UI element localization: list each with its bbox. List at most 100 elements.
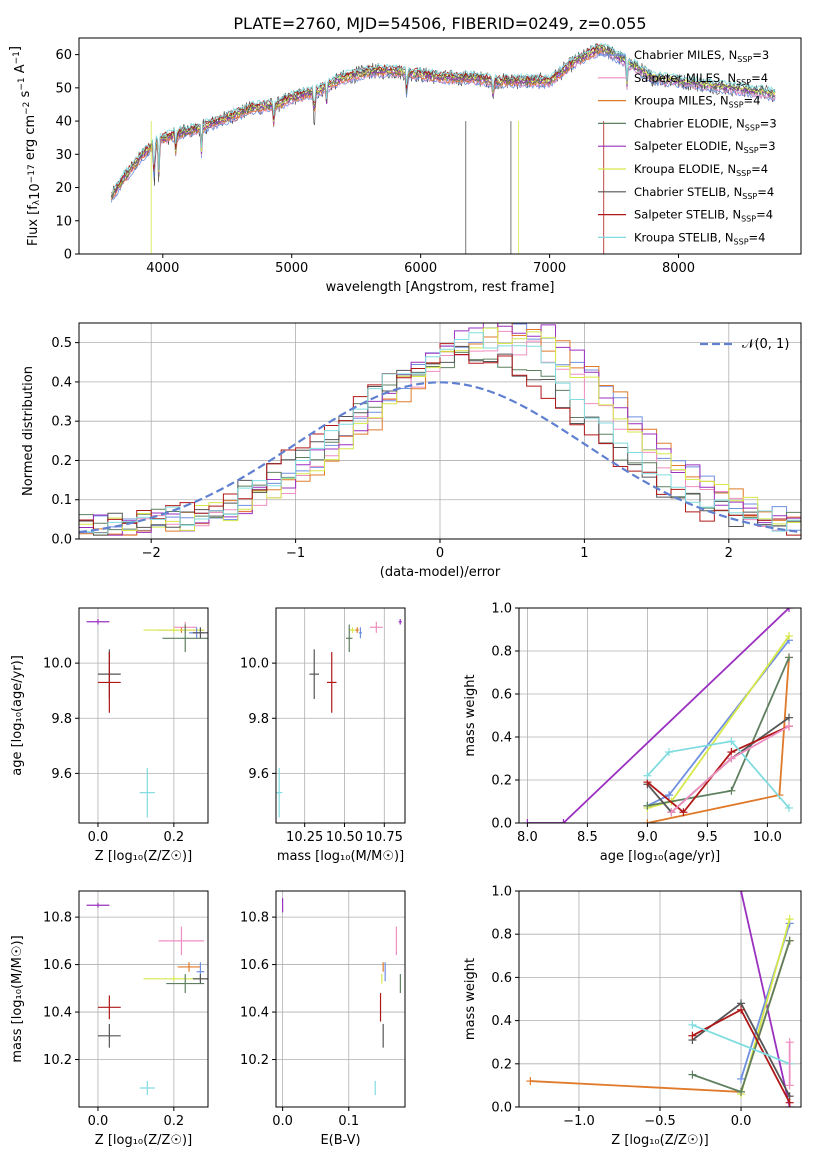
legend-n: =4	[757, 185, 774, 199]
legend-entry: Chabrier STELIB, NSSP=4	[634, 185, 774, 201]
x-tick-label: 9.0	[637, 830, 658, 845]
legend-entry: Kroupa STELIB, NSSP=4	[634, 230, 765, 246]
legend-entry: Salpeter ELODIE, NSSP=3	[634, 139, 776, 155]
y-tick-label: 10.4	[43, 1006, 72, 1021]
y-tick-label: 1.0	[491, 602, 512, 617]
x-axis-label: (data-model)/error	[380, 565, 501, 580]
y-axis-label-part: λ	[32, 199, 42, 205]
y-tick-label: 1.0	[491, 885, 512, 900]
x-axis-label: mass [log₁₀(M/M☉)]	[277, 849, 404, 864]
y-axis-label: Normed distribution	[21, 366, 36, 496]
y-axis-label-part: −17	[27, 164, 37, 183]
x-tick-label: 8000	[662, 261, 695, 276]
legend-n: =3	[752, 48, 769, 62]
x-axis-label: age [log₁₀(age/yr)]	[600, 849, 721, 864]
y-tick-label: 0	[64, 248, 72, 263]
y-tick-label: 20	[55, 181, 72, 196]
y-tick-label: 0.2	[491, 774, 512, 789]
legend-label: Salpeter ELODIE, N	[634, 139, 744, 153]
x-tick-label: 0.2	[164, 1114, 185, 1129]
x-tick-label: −2	[142, 546, 161, 561]
x-tick-label: 0	[436, 546, 444, 561]
y-tick-label: 10.0	[240, 657, 269, 672]
y-tick-label: 10.2	[43, 1053, 72, 1068]
weight-series-line	[646, 725, 790, 814]
scatter-points	[86, 902, 208, 1096]
observed-spectrum	[110, 43, 776, 200]
legend-label: Chabrier STELIB, N	[634, 185, 742, 199]
x-tick-label: 0.1	[338, 1114, 359, 1129]
scatter-points	[282, 898, 401, 1096]
legend-entry: Chabrier ELODIE, NSSP=3	[634, 116, 777, 132]
panel-massweight_vs_age: 8.0 8.5 9.0 9.5 10.0 0.0 0.2 0.4 0.6 0.8 1.0 age [l…	[463, 602, 802, 864]
x-tick-label: 5000	[275, 261, 308, 276]
y-tick-label: 10.8	[43, 911, 72, 926]
legend-label: Kroupa ELODIE, N	[634, 162, 736, 176]
y-axis-label-part: A	[13, 64, 28, 77]
y-axis-label: mass weight	[463, 958, 478, 1040]
panel-residuals: −2 −1 0 1 2 0.0 0.1 0.2 0.3 0.4 0.5 (data-model)/er…	[21, 322, 802, 580]
x-tick-label: 4000	[146, 261, 179, 276]
normal-curve	[79, 381, 801, 534]
panel-spectrum: 4000 5000 6000 7000 8000 0 10 20 30 40 50 60 wavelen…	[8, 37, 802, 295]
y-axis-label-part: erg cm	[23, 115, 38, 164]
scatter-points	[86, 619, 208, 818]
y-axis-label-part: −2	[22, 102, 32, 115]
x-tick-label: 0.0	[88, 830, 109, 845]
x-tick-label: −1.0	[563, 1114, 595, 1129]
legend-entry: Salpeter MILES, NSSP=4	[634, 71, 768, 87]
legend-sub: SSP	[744, 146, 759, 155]
x-axis-label: Z [log₁₀(Z/Z☉)]	[95, 849, 192, 864]
weight-series-line	[527, 608, 790, 823]
y-tick-label: 10.6	[43, 958, 72, 973]
y-tick-label: 10	[55, 214, 72, 229]
x-axis-label: E(B-V)	[320, 1133, 360, 1148]
x-tick-label: 10.75	[366, 830, 403, 845]
legend-label: Kroupa MILES, N	[634, 94, 729, 108]
y-axis-label-part: Flux [f	[26, 205, 41, 246]
residual-histogram	[79, 332, 801, 539]
weight-lines	[526, 891, 794, 1107]
y-tick-label: 0.6	[491, 971, 512, 986]
model-spectrum	[110, 51, 776, 201]
legend-label: Chabrier MILES, N	[634, 48, 737, 62]
panel-mass_vs_EBV: 0.0 0.1 10.2 10.4 10.6 10.8 E(B-V)	[240, 890, 406, 1148]
y-tick-label: 10.2	[240, 1053, 269, 1068]
legend-n: =4	[749, 230, 766, 244]
panel-massweight_vs_Z: −1.0 −0.5 0.0 0.0 0.2 0.4 0.6 0.8 1.0 Z [log₁₀(Z/…	[463, 885, 802, 1148]
y-tick-label: 0.4	[51, 375, 72, 390]
x-tick-label: 6000	[404, 261, 437, 276]
spectrum-lines	[110, 42, 776, 254]
x-axis-label: wavelength [Angstrom, rest frame]	[326, 280, 555, 295]
y-tick-label: 9.8	[248, 712, 269, 727]
y-tick-label: 60	[55, 48, 72, 63]
legend-normal-label: 𝒩(0, 1)	[742, 337, 789, 352]
legend-n: =4	[744, 94, 761, 108]
legend-label: Salpeter STELIB, N	[634, 208, 741, 222]
legend-sub: SSP	[737, 55, 752, 64]
y-tick-label: 0.3	[51, 415, 72, 430]
x-tick-label: 0.0	[272, 1114, 293, 1129]
axes-frame	[78, 37, 802, 255]
y-tick-label: 0.0	[491, 1101, 512, 1116]
legend-n: =3	[759, 139, 776, 153]
y-tick-label: 0.0	[51, 533, 72, 548]
y-tick-label: 0.5	[51, 336, 72, 351]
legend-n: =4	[751, 162, 768, 176]
legend-sub: SSP	[742, 192, 757, 201]
x-axis-label: Z [log₁₀(Z/Z☉)]	[95, 1133, 192, 1148]
y-axis-label-part: s	[18, 90, 33, 101]
y-tick-label: 9.6	[248, 767, 269, 782]
y-tick-label: 0.8	[491, 928, 512, 943]
y-axis-label-part: 10	[28, 183, 43, 200]
y-axis-label-part: −1	[12, 51, 22, 64]
panel-age_vs_mass: 10.25 10.50 10.75 9.6 9.8 10.0 mass [log₁₀(M/M…	[240, 607, 406, 864]
legend-entry: Chabrier MILES, NSSP=3	[634, 48, 769, 64]
weight-series-line	[692, 1024, 790, 1065]
histogram-lines	[79, 323, 801, 539]
residual-histogram	[79, 327, 801, 539]
legend-sub: SSP	[729, 101, 744, 110]
axes-frame	[78, 890, 209, 1108]
legend-entry: Kroupa ELODIE, NSSP=4	[634, 162, 768, 178]
